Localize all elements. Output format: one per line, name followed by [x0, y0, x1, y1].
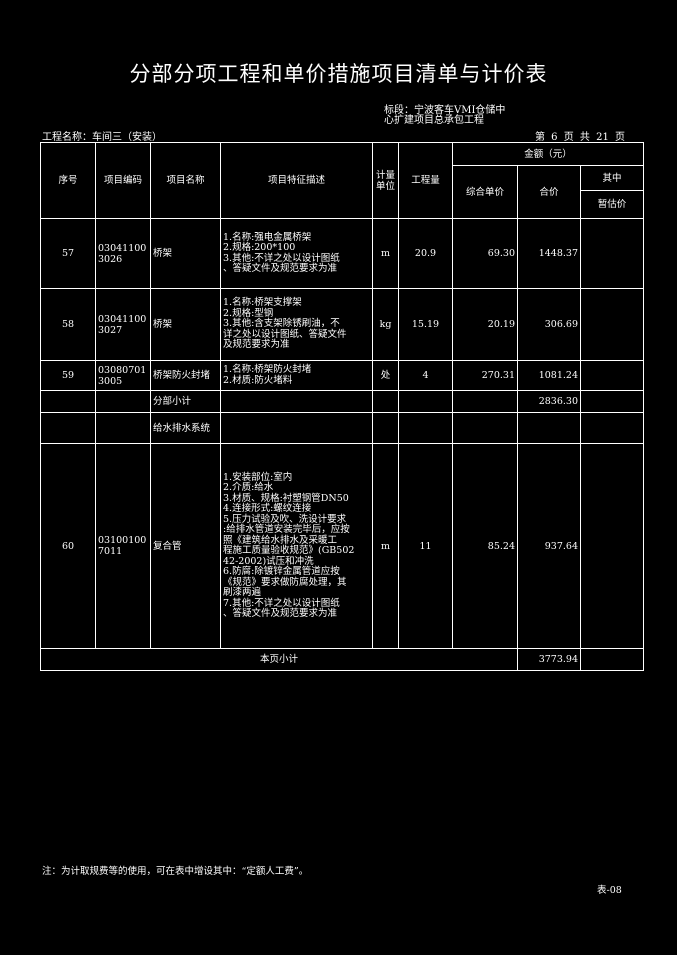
- row-total: 1448.37: [517, 218, 581, 289]
- header-total: 合价: [517, 165, 581, 219]
- table-row: 57 030411003026 桥架 1.名称:强电金属桥架 2.规格:200*100 3…: [40, 218, 645, 289]
- row-code: 030411003026: [95, 218, 151, 289]
- row-code: 030807013005: [95, 360, 151, 391]
- row-seq: 57: [40, 218, 96, 289]
- desc-line: 6.防腐:除镀锌金属管道应按: [223, 566, 340, 577]
- row-qty: 4: [398, 360, 453, 391]
- desc-line: 3.其他:含支架除锈刷油，不: [223, 318, 340, 330]
- desc-line: 及规范要求为准: [223, 339, 290, 351]
- row-qty: 15.19: [398, 288, 453, 361]
- table-row: 59 030807013005 桥架防火封堵 1.名称:桥架防火封堵 2.材质:防火堵料…: [40, 360, 645, 391]
- row-unit: m: [372, 443, 399, 649]
- row-qty: 11: [398, 443, 453, 649]
- desc-line: 1.名称:桥架防火封堵: [223, 364, 312, 375]
- row-provisional: [579, 218, 645, 289]
- header-desc: 项目特征描述: [220, 142, 373, 219]
- row-desc: 1.安装部位:室内 2.介质:给水 3.材质、规格:衬塑钢管DN50 4.连接形式:螺…: [220, 443, 373, 649]
- row-provisional: [579, 443, 645, 649]
- desc-line: 刷漆两遍: [223, 587, 262, 598]
- desc-line: 7.其他:不详之处以设计图纸: [223, 597, 340, 609]
- row-provisional: [579, 360, 645, 391]
- page-title: 分部分项工程和单价措施项目清单与计价表: [129, 62, 548, 86]
- row-unit-price: 85.24: [452, 443, 518, 649]
- project-name: 工程名称：车间三（安装）: [42, 132, 162, 143]
- group-label: 给水排水系统: [150, 412, 221, 444]
- row-provisional: [579, 288, 645, 361]
- row-unit: m: [372, 218, 399, 289]
- row-unit-price: 20.19: [452, 288, 518, 361]
- row-unit: 处: [372, 360, 399, 391]
- table-row: 58 030411003027 桥架 1.名称:桥架支撑架 2.规格:型钢 3.其他:含支…: [40, 288, 645, 361]
- row-code: 030411003027: [95, 288, 151, 361]
- desc-line: 5.压力试验及吹、洗设计要求: [223, 513, 347, 525]
- header-unit-price: 综合单价: [452, 165, 518, 219]
- page-total: 3773.94: [517, 648, 581, 671]
- page-info: 第 6 页 共 21 页: [535, 132, 625, 143]
- page-total-label: 本页小计: [40, 648, 518, 671]
- desc-line: 照《建筑给水排水及采暖工: [223, 534, 338, 546]
- row-desc: 1.名称:桥架支撑架 2.规格:型钢 3.其他:含支架除锈刷油，不 详之处以设计图纸、…: [220, 288, 373, 361]
- group-row: 给水排水系统: [40, 412, 645, 444]
- row-desc: 1.名称:强电金属桥架 2.规格:200*100 3.其他:不详之处以设计图纸 、答疑…: [220, 218, 373, 289]
- pricing-table: 序号 项目编码 项目名称 项目特征描述 计量单位 工程量 金额（元） 综合单价 …: [40, 142, 645, 671]
- row-name: 桥架: [150, 218, 221, 289]
- subtotal-row: 分部小计 2836.30: [40, 390, 645, 413]
- desc-line: 3.其他:不详之处以设计图纸: [223, 252, 340, 264]
- row-seq: 59: [40, 360, 96, 391]
- row-name: 桥架防火封堵: [150, 360, 221, 391]
- form-number: 表-08: [597, 885, 622, 896]
- row-unit: kg: [372, 288, 399, 361]
- desc-line: 2.规格:200*100: [223, 242, 296, 253]
- subtotal-label: 分部小计: [150, 390, 221, 413]
- desc-line: 、答疑文件及规范要求为准: [223, 608, 338, 619]
- desc-line: 42-2002)试压和冲洗: [223, 555, 314, 567]
- row-total: 1081.24: [517, 360, 581, 391]
- desc-line: 、答疑文件及规范要求为准: [223, 263, 338, 274]
- desc-line: 程施工质量验收规范》(GB502: [223, 545, 355, 556]
- row-code: 031001007011: [95, 443, 151, 649]
- desc-line: 《规范》要求做防腐处理，其: [223, 576, 347, 588]
- desc-line: 4.连接形式:螺纹连接: [223, 503, 312, 514]
- header-unit: 计量单位: [372, 142, 399, 219]
- desc-line: 1.安装部位:室内: [223, 471, 293, 483]
- row-total: 306.69: [517, 288, 581, 361]
- row-seq: 58: [40, 288, 96, 361]
- table-row: 60 031001007011 复合管 1.安装部位:室内 2.介质:给水 3.材质…: [40, 443, 645, 649]
- row-name: 复合管: [150, 443, 221, 649]
- header-amount: 金额（元）: [451, 142, 645, 166]
- desc-line: 2.材质:防火堵料: [223, 374, 293, 386]
- desc-line: 2.规格:型钢: [223, 307, 274, 319]
- header-qty: 工程量: [398, 142, 453, 219]
- row-unit-price: 270.31: [452, 360, 518, 391]
- header-provisional: 暂估价: [579, 190, 645, 219]
- row-desc: 1.名称:桥架防火封堵 2.材质:防火堵料: [220, 360, 373, 391]
- row-total: 937.64: [517, 443, 581, 649]
- row-name: 桥架: [150, 288, 221, 361]
- row-seq: 60: [40, 443, 96, 649]
- footnote: 注：为计取规费等的使用，可在表中增设其中：“定额人工费”。: [42, 866, 309, 877]
- header-of-which: 其中: [579, 165, 645, 191]
- desc-line: 3.材质、规格:衬塑钢管DN50: [223, 492, 349, 504]
- desc-line: 1.名称:桥架支撑架: [223, 297, 302, 309]
- row-unit-price: 69.30: [452, 218, 518, 289]
- desc-line: :给排水管道安装完毕后，应按: [223, 524, 350, 535]
- row-qty: 20.9: [398, 218, 453, 289]
- desc-line: 2.介质:给水: [223, 482, 274, 493]
- header-name: 项目名称: [150, 142, 221, 219]
- subtotal-total: 2836.30: [517, 390, 581, 413]
- header-seq: 序号: [40, 142, 96, 219]
- desc-line: 1.名称:强电金属桥架: [223, 231, 312, 243]
- section-label: 标段：宁波客车VMI仓储中心扩建项目总承包工程: [384, 105, 506, 126]
- desc-line: 详之处以设计图纸、答疑文件: [223, 328, 347, 340]
- page-total-row: 本页小计 3773.94: [40, 648, 645, 671]
- header-code: 项目编码: [95, 142, 151, 219]
